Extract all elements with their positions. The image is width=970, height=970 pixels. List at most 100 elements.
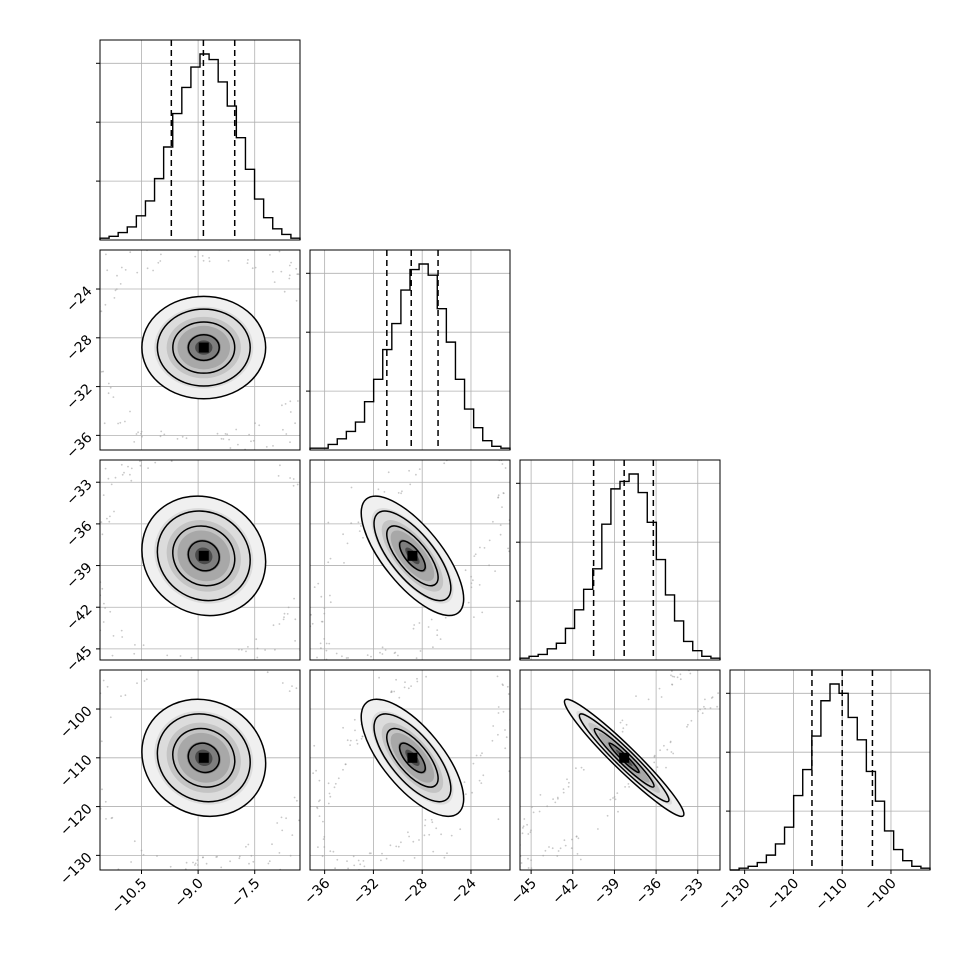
scatter-point bbox=[354, 766, 356, 768]
scatter-point bbox=[261, 596, 263, 598]
scatter-point bbox=[407, 687, 410, 690]
scatter-point bbox=[731, 632, 733, 634]
scatter-point bbox=[359, 710, 361, 712]
scatter-point bbox=[686, 725, 688, 728]
scatter-point bbox=[150, 453, 152, 455]
scatter-point bbox=[497, 496, 499, 499]
scatter-point bbox=[294, 803, 296, 805]
scatter-point bbox=[441, 451, 443, 453]
scatter-point bbox=[140, 430, 143, 433]
scatter-point bbox=[325, 642, 328, 645]
scatter-point bbox=[410, 685, 412, 687]
pair-panel-3-2 bbox=[445, 601, 776, 931]
scatter-point bbox=[320, 735, 322, 737]
scatter-point bbox=[522, 827, 524, 829]
scatter-point bbox=[276, 630, 278, 632]
scatter-point bbox=[495, 624, 497, 626]
scatter-point bbox=[329, 594, 331, 597]
scatter-point bbox=[225, 893, 227, 895]
scatter-point bbox=[217, 465, 219, 467]
scatter-point bbox=[240, 648, 243, 651]
scatter-point bbox=[82, 676, 84, 678]
scatter-point bbox=[428, 453, 430, 455]
scatter-point bbox=[89, 781, 91, 783]
scatter-point bbox=[269, 884, 271, 886]
scatter-point bbox=[445, 929, 447, 931]
scatter-point bbox=[105, 818, 107, 820]
scatter-point bbox=[292, 661, 294, 663]
scatter-point bbox=[293, 597, 295, 600]
scatter-point bbox=[283, 616, 285, 619]
scatter-point bbox=[767, 624, 769, 626]
scatter-point bbox=[276, 822, 279, 824]
x-tick-label: −36 bbox=[301, 875, 333, 907]
scatter-point bbox=[10, 699, 12, 701]
scatter-point bbox=[52, 372, 54, 374]
scatter-point bbox=[194, 255, 197, 258]
scatter-point bbox=[310, 956, 312, 958]
scatter-point bbox=[262, 501, 264, 503]
scatter-point bbox=[774, 619, 776, 621]
scatter-point bbox=[460, 438, 462, 440]
scatter-point bbox=[302, 807, 304, 809]
scatter-point bbox=[302, 626, 304, 628]
scatter-point bbox=[335, 907, 337, 909]
scatter-point bbox=[527, 867, 530, 869]
scatter-point bbox=[443, 856, 446, 859]
scatter-point bbox=[459, 631, 461, 633]
scatter-point bbox=[563, 839, 566, 842]
scatter-point bbox=[403, 645, 405, 647]
scatter-point bbox=[95, 593, 97, 595]
scatter-point bbox=[294, 640, 296, 642]
scatter-point bbox=[40, 393, 42, 395]
scatter-point bbox=[660, 696, 663, 698]
scatter-point bbox=[423, 834, 426, 837]
scatter-point bbox=[167, 638, 169, 640]
scatter-point bbox=[272, 643, 274, 645]
x-axis-2: −45 −42 −39 −36 −33 bbox=[508, 870, 707, 908]
x-axis-3: −130 −120 −110 −100 bbox=[715, 870, 900, 914]
scatter-point bbox=[468, 454, 470, 456]
scatter-point bbox=[276, 888, 278, 890]
scatter-point bbox=[323, 846, 326, 848]
scatter-point bbox=[272, 445, 274, 447]
panel-frame bbox=[309, 249, 511, 451]
scatter-point bbox=[715, 655, 717, 657]
scatter-point bbox=[113, 297, 116, 299]
scatter-point bbox=[106, 517, 108, 520]
scatter-point bbox=[431, 821, 434, 824]
x-tick-label: −28 bbox=[399, 876, 431, 908]
scatter-point bbox=[529, 831, 532, 834]
scatter-point bbox=[100, 310, 103, 313]
scatter-point bbox=[749, 601, 751, 603]
scatter-point bbox=[301, 834, 303, 836]
scatter-point bbox=[164, 877, 166, 879]
scatter-point bbox=[303, 703, 305, 705]
scatter-point bbox=[430, 639, 432, 641]
scatter-point bbox=[539, 794, 542, 796]
scatter-point bbox=[127, 632, 129, 634]
scatter-point bbox=[723, 672, 725, 674]
scatter-point bbox=[307, 283, 309, 285]
scatter-point bbox=[597, 828, 599, 830]
scatter-point bbox=[231, 888, 233, 890]
scatter-point bbox=[208, 658, 210, 660]
scatter-point bbox=[241, 705, 243, 707]
scatter-point bbox=[113, 673, 115, 675]
scatter-point bbox=[480, 782, 483, 784]
scatter-point bbox=[216, 965, 218, 967]
x-tick-label: −42 bbox=[549, 876, 581, 908]
scatter-point bbox=[293, 796, 296, 799]
scatter-point bbox=[64, 322, 66, 324]
scatter-point bbox=[254, 922, 256, 924]
scatter-point bbox=[202, 856, 204, 859]
scatter-point bbox=[398, 354, 400, 356]
scatter-point bbox=[400, 841, 402, 844]
scatter-point bbox=[124, 420, 126, 423]
scatter-point bbox=[492, 725, 495, 727]
scatter-point bbox=[729, 665, 731, 667]
scatter-point bbox=[354, 679, 356, 681]
scatter-point bbox=[314, 369, 316, 371]
scatter-point bbox=[483, 547, 486, 549]
scatter-point bbox=[314, 791, 316, 793]
